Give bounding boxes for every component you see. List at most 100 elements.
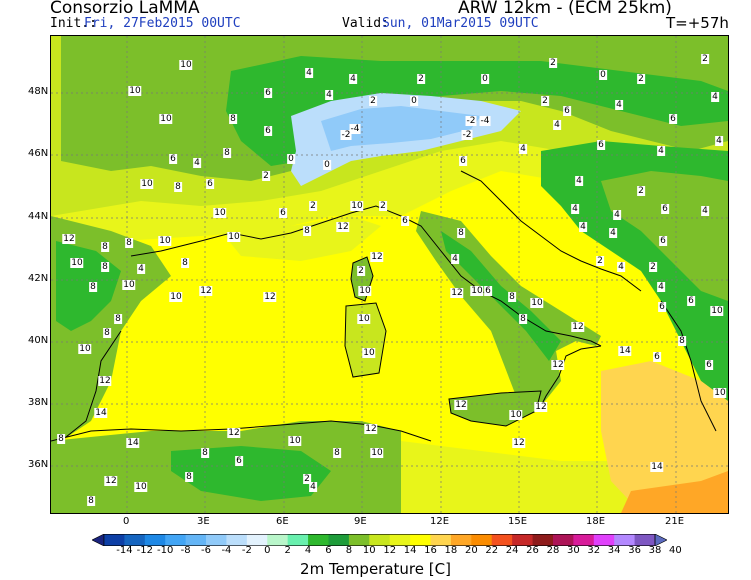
colorbar-tick-label: 8 — [345, 545, 353, 556]
contour-label: 10 — [169, 292, 183, 302]
colorbar-tick-label: -12 — [136, 545, 153, 556]
contour-label: 6 — [206, 179, 214, 189]
contour-label: -4 — [349, 124, 361, 134]
contour-label: 4 — [657, 146, 665, 156]
contour-label: 10 — [530, 298, 544, 308]
lon-label-15e: 15E — [508, 516, 528, 527]
contour-label: 4 — [701, 206, 709, 216]
contour-label: 10 — [159, 114, 173, 124]
lat-label-36n: 36N — [28, 459, 49, 470]
lat-label-38n: 38N — [28, 397, 49, 408]
contour-label: 6 — [169, 154, 177, 164]
contour-label: 10 — [358, 286, 372, 296]
colorbar-swatch — [430, 534, 452, 546]
colorbar-tick-label: 26 — [526, 545, 539, 556]
colorbar-swatch — [348, 534, 370, 546]
colorbar-frame — [103, 534, 656, 546]
contour-label: 6 — [484, 286, 492, 296]
contour-label: 8 — [229, 114, 237, 124]
contour-label: 4 — [553, 120, 561, 130]
contour-label: 4 — [193, 158, 201, 168]
colorbar-tick-label: -8 — [180, 545, 191, 556]
init-label: Init.: — [50, 16, 97, 31]
colorbar-swatch — [389, 534, 411, 546]
contour-label: 4 — [579, 222, 587, 232]
colorbar-swatches — [91, 533, 668, 547]
colorbar-swatch — [206, 534, 227, 546]
colorbar-swatch — [104, 534, 125, 546]
contour-label: 8 — [125, 238, 133, 248]
colorbar-swatch — [512, 534, 533, 546]
colorbar-swatch — [369, 534, 391, 546]
colorbar-swatch — [450, 534, 472, 546]
contour-label: 2 — [541, 96, 549, 106]
contour-label: 10 — [288, 436, 302, 446]
contour-label: 10 — [179, 60, 193, 70]
colorbar-tick-label: 4 — [304, 545, 312, 556]
contour-label: 4 — [305, 68, 313, 78]
contour-label: 0 — [287, 154, 295, 164]
colorbar-swatch — [226, 534, 248, 546]
lon-label-3e: 3E — [197, 516, 210, 527]
contour-label: 2 — [637, 186, 645, 196]
colorbar-tick-label: -14 — [116, 545, 133, 556]
contour-label: 6 — [279, 208, 287, 218]
colorbar-tick-label: 10 — [362, 545, 376, 556]
contour-label: 12 — [62, 234, 76, 244]
contour-label: 10 — [78, 344, 92, 354]
contour-label: 4 — [617, 262, 625, 272]
colorbar-swatch — [491, 534, 513, 546]
contour-label: 0 — [410, 96, 418, 106]
contour-label: 10 — [509, 410, 523, 420]
colorbar-tick-label: -10 — [157, 545, 174, 556]
italy-ridge-field — [441, 231, 561, 361]
contour-label: 12 — [370, 252, 384, 262]
contour-label: 10 — [362, 348, 376, 358]
contour-label: 14 — [618, 346, 632, 356]
lon-label-9e: 9E — [354, 516, 367, 527]
contour-label: 4 — [325, 90, 333, 100]
contour-label: 4 — [309, 482, 317, 492]
contour-label: 0 — [323, 160, 331, 170]
colorbar-tick-label: 32 — [587, 545, 601, 556]
contour-label: 4 — [711, 92, 719, 102]
contour-label: 6 — [705, 360, 713, 370]
contour-label: 12 — [227, 428, 241, 438]
model-org-title: Consorzio LaMMA — [50, 0, 200, 18]
colorbar-swatch — [573, 534, 595, 546]
contour-label: 6 — [563, 106, 571, 116]
contour-label: 4 — [575, 176, 583, 186]
colorbar-swatch — [552, 534, 574, 546]
colorbar-swatch — [165, 534, 187, 546]
colorbar-tick-label: 36 — [628, 545, 641, 556]
colorbar-tick-label: 2 — [284, 545, 291, 556]
colorbar-tick-label: 40 — [669, 545, 682, 556]
contour-label: 4 — [609, 228, 617, 238]
contour-label: 12 — [571, 322, 585, 332]
contour-label: 10 — [370, 448, 384, 458]
colorbar-swatch — [614, 534, 635, 546]
valid-value: Sun, 01Mar2015 09UTC — [382, 16, 539, 31]
contour-label: 2 — [309, 201, 317, 211]
lat-label-42n: 42N — [28, 273, 49, 284]
contour-label: -4 — [479, 116, 491, 126]
colorbar-tick-label: 28 — [546, 545, 560, 556]
contour-label: 4 — [613, 210, 621, 220]
contour-label-layer: 10 4 4 2 0 2 0 2 2 10 6 4 2 0 -2 -4 2 6 4 4 10 8 6 -2 -4 -2 4 6 6 4 8 0… — [51, 36, 728, 513]
contour-label: 2 — [701, 54, 709, 64]
contour-label: 12 — [263, 292, 277, 302]
contour-label: 2 — [596, 256, 604, 266]
colorbar-tick-label: 14 — [403, 545, 417, 556]
contour-label: 12 — [336, 222, 350, 232]
colorbar-tick-label: 34 — [607, 545, 621, 556]
model-resolution-title: ARW 12km - (ECM 25km) — [458, 0, 672, 18]
colorbar-swatch — [185, 534, 207, 546]
lat-label-46n: 46N — [28, 148, 49, 159]
contour-label: 8 — [87, 496, 95, 506]
contour-label: 8 — [303, 226, 311, 236]
contour-label: 6 — [264, 126, 272, 136]
colorbar-swatch — [124, 534, 146, 546]
contour-label: 8 — [101, 262, 109, 272]
contour-label: 12 — [534, 402, 548, 412]
contour-label: 8 — [457, 228, 465, 238]
